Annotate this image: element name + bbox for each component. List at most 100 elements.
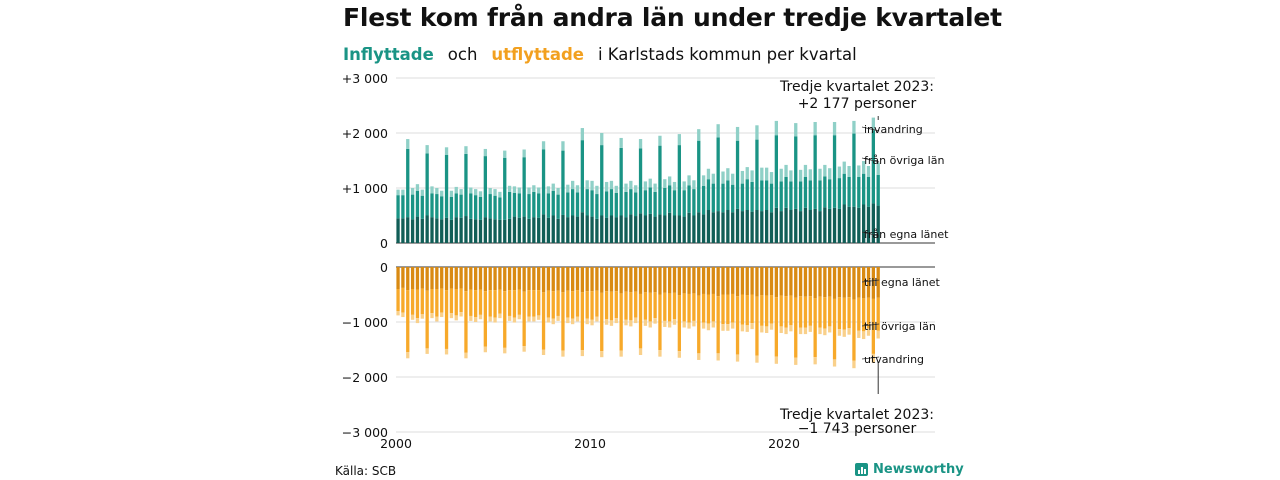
bar-in-own-county xyxy=(871,203,875,243)
bar-in-other-county xyxy=(604,191,609,218)
y-tick-label-top: +2 000 xyxy=(342,126,388,141)
bar-in-other-county xyxy=(444,155,449,218)
bar-out-emigration xyxy=(454,315,458,321)
bar-out-own-county xyxy=(454,267,458,289)
bar-out-emigration xyxy=(813,357,817,365)
bar-in-immigration xyxy=(474,189,478,196)
bar-out-other-county xyxy=(580,292,584,351)
bar-out-emigration xyxy=(614,318,618,324)
bar-out-other-county xyxy=(619,293,623,351)
bar-in-own-county xyxy=(498,219,502,243)
bar-out-other-county xyxy=(474,290,478,318)
bar-in-own-county xyxy=(629,214,633,243)
bar-out-emigration xyxy=(522,346,526,352)
bar-in-other-county xyxy=(798,181,803,212)
bar-in-immigration xyxy=(803,164,808,177)
bar-in-immigration xyxy=(769,172,774,184)
bar-out-emigration xyxy=(706,323,711,331)
bar-in-other-county xyxy=(726,180,730,210)
bar-in-other-county xyxy=(609,189,614,216)
bar-out-other-county xyxy=(677,295,681,352)
bar-out-other-county xyxy=(866,297,871,329)
bar-out-other-county xyxy=(459,288,463,313)
bar-out-other-county xyxy=(634,291,638,318)
y-tick-label-top: +3 000 xyxy=(342,71,388,86)
newsworthy-logo[interactable]: Newsworthy xyxy=(855,462,964,477)
bar-out-own-county xyxy=(658,267,662,295)
bar-in-other-county xyxy=(774,135,778,208)
bar-out-own-county xyxy=(410,267,415,289)
bar-out-emigration xyxy=(624,319,628,326)
bar-in-immigration xyxy=(522,149,526,158)
bar-out-emigration xyxy=(862,331,866,340)
bar-out-other-county xyxy=(672,292,677,320)
bar-in-immigration xyxy=(842,161,846,174)
bar-out-emigration xyxy=(697,353,701,360)
bar-in-other-county xyxy=(731,184,735,213)
bar-in-own-county xyxy=(721,212,725,243)
bar-out-own-county xyxy=(871,267,875,299)
bar-in-other-county xyxy=(663,188,667,216)
bar-out-emigration xyxy=(638,348,643,355)
bar-in-immigration xyxy=(862,161,866,174)
bar-out-other-county xyxy=(755,296,759,356)
bar-out-emigration xyxy=(512,317,517,323)
bar-in-other-county xyxy=(464,153,468,217)
bar-out-emigration xyxy=(478,314,483,320)
bar-in-own-county xyxy=(648,213,652,243)
bar-in-own-county xyxy=(624,217,628,243)
bar-out-other-county xyxy=(832,298,837,360)
bar-out-own-county xyxy=(488,267,492,291)
bar-in-own-county xyxy=(852,206,856,243)
series-label-in: invandring xyxy=(864,123,923,136)
bar-in-immigration xyxy=(731,173,735,185)
bar-in-own-county xyxy=(512,216,517,243)
bar-out-other-county xyxy=(648,292,652,322)
bar-in-immigration xyxy=(614,185,618,193)
bar-in-immigration xyxy=(420,189,424,196)
bar-out-other-county xyxy=(658,294,662,351)
bar-in-other-county xyxy=(619,147,623,216)
bar-out-emigration xyxy=(648,321,652,328)
bar-in-immigration xyxy=(624,183,628,192)
bar-out-emigration xyxy=(396,311,400,316)
bar-out-emigration xyxy=(852,360,856,369)
bar-out-own-county xyxy=(668,267,672,294)
bar-out-own-county xyxy=(852,267,856,300)
bar-out-other-county xyxy=(701,293,706,323)
bar-in-other-county xyxy=(396,195,400,219)
bar-out-own-county xyxy=(842,267,846,298)
bar-out-emigration xyxy=(406,352,410,359)
bar-out-own-county xyxy=(469,267,473,290)
bar-in-other-county xyxy=(760,180,764,212)
y-tick-label-top: 0 xyxy=(380,236,388,251)
bar-out-own-county xyxy=(507,267,512,291)
bar-out-own-county xyxy=(546,267,551,291)
bar-in-own-county xyxy=(765,210,769,243)
bar-out-emigration xyxy=(789,325,793,332)
bar-in-other-county xyxy=(779,181,783,212)
bar-in-other-county xyxy=(769,183,774,213)
bar-out-emigration xyxy=(604,319,609,325)
series-label-leader xyxy=(861,126,880,132)
bar-in-own-county xyxy=(701,214,706,243)
bar-out-emigration xyxy=(837,329,842,336)
bar-out-other-county xyxy=(711,293,715,322)
annotation-bottom-title: Tredje kvartalet 2023: xyxy=(779,407,934,423)
bar-out-own-county xyxy=(512,267,517,291)
bar-out-other-county xyxy=(798,296,803,328)
bar-out-other-county xyxy=(566,290,570,318)
bar-out-other-county xyxy=(716,296,720,354)
bar-out-own-county xyxy=(857,267,861,298)
bar-in-own-county xyxy=(818,211,822,243)
bar-in-immigration xyxy=(668,176,672,186)
bar-out-own-county xyxy=(449,267,454,289)
bar-in-own-county xyxy=(474,219,478,243)
bar-out-own-county xyxy=(765,267,769,296)
bar-out-emigration xyxy=(527,316,531,322)
bar-in-other-county xyxy=(837,178,842,209)
bar-in-own-county xyxy=(401,218,405,243)
bar-out-other-county xyxy=(488,290,492,317)
bar-out-emigration xyxy=(585,318,589,325)
bar-in-other-county xyxy=(750,181,754,212)
